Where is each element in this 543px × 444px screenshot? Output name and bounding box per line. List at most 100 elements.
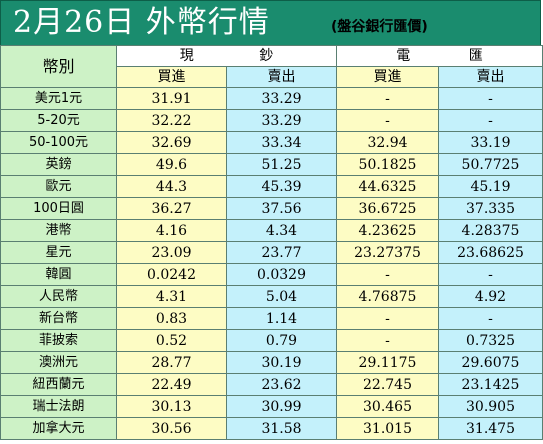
- currency-cell: 5-20元: [0, 109, 117, 132]
- currency-cell: 韓圓: [0, 263, 117, 286]
- telegraphic-sell-cell: 45.19: [438, 175, 543, 198]
- telegraphic-buy-cell: -: [336, 307, 439, 330]
- currency-cell: 港幣: [0, 219, 117, 242]
- telegraphic-sell-cell: 50.7725: [438, 153, 543, 176]
- telegraphic-sell-cell: 29.6075: [438, 351, 543, 374]
- cash-sell-cell: 30.99: [226, 395, 337, 418]
- cash-sell-cell: 45.39: [226, 175, 337, 198]
- telegraphic-buy-cell: 31.015: [336, 417, 439, 440]
- table-row: 100日圓 36.27 37.56 36.6725 37.335: [0, 197, 543, 220]
- page-title: 2月26日 外幣行情: [13, 5, 270, 40]
- currency-cell: 紐西蘭元: [0, 373, 117, 396]
- title-bar: 2月26日 外幣行情 (盤谷銀行匯價): [0, 0, 541, 46]
- currency-cell: 歐元: [0, 175, 117, 198]
- cash-sell-header: 賣出: [226, 66, 337, 88]
- telegraphic-sell-cell: 23.68625: [438, 241, 543, 264]
- cash-group-char-2: 鈔: [259, 48, 274, 64]
- telegraphic-buy-cell: 32.94: [336, 131, 439, 154]
- table-row: 澳洲元 28.77 30.19 29.1175 29.6075: [0, 351, 543, 374]
- cash-buy-header: 買進: [116, 66, 227, 88]
- table-row: 新台幣 0.83 1.14- -: [0, 307, 543, 330]
- currency-cell: 美元1元: [0, 87, 117, 110]
- currency-cell: 瑞士法朗: [0, 395, 117, 418]
- table-row: 英鎊 49.6 51.25 50.1825 50.7725: [0, 153, 543, 176]
- table-row: 加拿大元 30.56 31.58 31.015 31.475: [0, 417, 543, 440]
- cash-buy-cell: 30.13: [116, 395, 227, 418]
- cash-buy-cell: 32.22: [116, 109, 227, 132]
- cash-buy-cell: 0.52: [116, 329, 227, 352]
- table-row: 港幣 4.16 4.34 4.23625 4.28375: [0, 219, 543, 242]
- table-row: 瑞士法朗 30.13 30.99 30.465 30.905: [0, 395, 543, 418]
- telegraphic-buy-cell: 29.1175: [336, 351, 439, 374]
- cash-sell-cell: 33.29: [226, 109, 337, 132]
- table-row: 5-20元 32.22 33.29- -: [0, 109, 543, 132]
- cash-buy-cell: 4.31: [116, 285, 227, 308]
- currency-cell: 人民幣: [0, 285, 117, 308]
- telegraphic-buy-cell: 36.6725: [336, 197, 439, 220]
- telegraphic-sell-cell: -: [438, 87, 543, 110]
- cash-sell-cell: 5.04: [226, 285, 337, 308]
- telegraphic-buy-header: 買進: [336, 66, 439, 88]
- cash-sell-cell: 51.25: [226, 153, 337, 176]
- telegraphic-sell-cell: 4.92: [438, 285, 543, 308]
- telegraphic-buy-cell: -: [336, 109, 439, 132]
- currency-cell: 星元: [0, 241, 117, 264]
- telegraphic-sell-cell: 30.905: [438, 395, 543, 418]
- exchange-rate-table: 幣別 現 鈔 電 匯 買進 賣出 買進 賣出: [0, 45, 543, 440]
- cash-sell-cell: 0.79: [226, 329, 337, 352]
- telegraphic-sell-header: 賣出: [438, 66, 543, 88]
- table-row: 紐西蘭元 22.49 23.62 22.745 23.1425: [0, 373, 543, 396]
- telegraphic-buy-cell: 4.76875: [336, 285, 439, 308]
- cash-buy-cell: 22.49: [116, 373, 227, 396]
- page-subtitle: (盤谷銀行匯價): [331, 19, 428, 35]
- telegraphic-sell-cell: -: [438, 307, 543, 330]
- telegraphic-group-char-1: 電: [396, 48, 411, 64]
- table-row: 歐元 44.3 45.39 44.6325 45.19: [0, 175, 543, 198]
- header-row-sub: 買進 賣出 買進 賣出: [1, 66, 543, 88]
- telegraphic-buy-cell: 44.6325: [336, 175, 439, 198]
- telegraphic-sell-cell: 33.19: [438, 131, 543, 154]
- cash-sell-cell: 23.62: [226, 373, 337, 396]
- telegraphic-group-char-2: 匯: [468, 48, 483, 64]
- header-row-groups: 幣別 現 鈔 電 匯: [0, 45, 543, 88]
- cash-sell-cell: 1.14: [226, 307, 337, 330]
- cash-sell-cell: 33.34: [226, 131, 337, 154]
- telegraphic-buy-cell: 4.23625: [336, 219, 439, 242]
- cash-sell-cell: 30.19: [226, 351, 337, 374]
- cash-buy-cell: 0.83: [116, 307, 227, 330]
- cash-buy-cell: 4.16: [116, 219, 227, 242]
- cash-buy-cell: 32.69: [116, 131, 227, 154]
- cash-sell-cell: 33.29: [226, 87, 337, 110]
- telegraphic-buy-cell: -: [336, 329, 439, 352]
- cash-group-char-1: 現: [179, 48, 194, 64]
- table-row: 50-100元 32.69 33.34 32.94 33.19: [0, 131, 543, 154]
- currency-cell: 澳洲元: [0, 351, 117, 374]
- telegraphic-buy-cell: 50.1825: [336, 153, 439, 176]
- telegraphic-buy-cell: 30.465: [336, 395, 439, 418]
- table-row: 菲披索 0.52 0.79-0.7325: [0, 329, 543, 352]
- table-row: 美元1元 31.91 33.29- -: [0, 87, 543, 110]
- telegraphic-sell-cell: 0.7325: [438, 329, 543, 352]
- telegraphic-sell-cell: 4.28375: [438, 219, 543, 242]
- currency-cell: 英鎊: [0, 153, 117, 176]
- cash-buy-cell: 23.09: [116, 241, 227, 264]
- currency-cell: 新台幣: [0, 307, 117, 330]
- cash-sell-cell: 4.34: [226, 219, 337, 242]
- table-row: 人民幣 4.31 5.04 4.76875 4.92: [0, 285, 543, 308]
- cash-sell-cell: 23.77: [226, 241, 337, 264]
- telegraphic-buy-cell: -: [336, 263, 439, 286]
- cash-buy-cell: 36.27: [116, 197, 227, 220]
- telegraphic-buy-cell: 23.27375: [336, 241, 439, 264]
- cash-buy-cell: 28.77: [116, 351, 227, 374]
- cash-sell-cell: 31.58: [226, 417, 337, 440]
- cash-buy-cell: 31.91: [116, 87, 227, 110]
- telegraphic-sell-cell: 37.335: [438, 197, 543, 220]
- currency-column-header: 幣別: [0, 45, 117, 88]
- cash-buy-cell: 44.3: [116, 175, 227, 198]
- cash-buy-cell: 30.56: [116, 417, 227, 440]
- cash-sell-cell: 37.56: [226, 197, 337, 220]
- cash-buy-cell: 0.0242: [116, 263, 227, 286]
- telegraphic-buy-cell: 22.745: [336, 373, 439, 396]
- telegraphic-sell-cell: -: [438, 109, 543, 132]
